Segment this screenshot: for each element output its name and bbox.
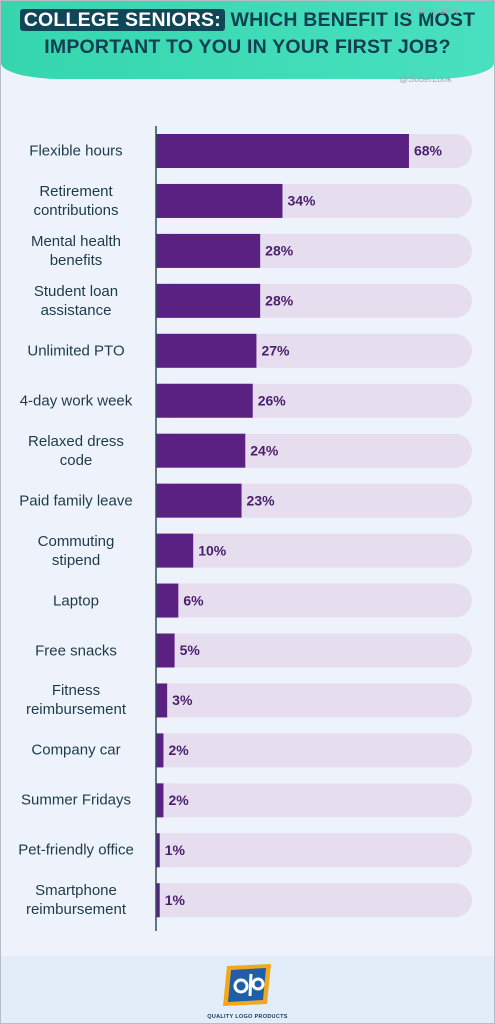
- value-label: 23%: [247, 492, 276, 508]
- bar-track: [156, 683, 472, 718]
- logo-shape: [251, 977, 265, 991]
- bar-track-fill: [156, 833, 176, 868]
- value-label: 28%: [265, 293, 294, 309]
- bar: [156, 134, 409, 168]
- brand-name: QUALITY LOGO PRODUCTS: [207, 1014, 288, 1020]
- value-label: 34%: [287, 193, 316, 209]
- bar: [156, 483, 242, 518]
- title-highlight: COLLEGE SENIORS:: [19, 9, 225, 31]
- bar-track: [156, 533, 472, 568]
- category-label: Fitness reimbursement: [25, 682, 127, 719]
- bar: [156, 583, 179, 618]
- category-label: Retirement contributions: [33, 182, 119, 219]
- bar: [156, 383, 253, 418]
- bar: [156, 883, 160, 918]
- logo: [223, 964, 271, 1006]
- bar: [156, 433, 246, 468]
- watermark: The Daily Shot: [399, 6, 459, 16]
- bar: [156, 733, 164, 768]
- bar: [156, 683, 168, 718]
- value-label: 26%: [258, 392, 287, 408]
- value-label: 2%: [168, 792, 189, 808]
- bar: [156, 633, 175, 668]
- bar: [156, 533, 194, 568]
- category-label: Student loan assistance: [33, 282, 119, 319]
- category-label: Mental health benefits: [30, 232, 122, 269]
- value-label: 2%: [168, 742, 189, 758]
- bar: [156, 833, 160, 868]
- category-label: Commuting stipend: [37, 532, 115, 569]
- bar: [156, 183, 283, 218]
- bar-track: [156, 733, 472, 768]
- value-label: 6%: [183, 592, 204, 608]
- value-label: 27%: [261, 343, 290, 359]
- value-label: 24%: [250, 442, 279, 458]
- footer: QUALITY LOGO PRODUCTS: [1, 956, 494, 1023]
- bar: [156, 783, 164, 818]
- bar: [156, 233, 261, 268]
- value-label: 10%: [198, 542, 227, 558]
- title-text: WHICH BENEFIT IS MOST IMPORTANT TO YOU I…: [44, 9, 476, 58]
- category-label: Free snacks: [35, 642, 117, 659]
- value-label: 28%: [265, 243, 294, 259]
- category-label: 4-day work week: [19, 392, 133, 410]
- bar-track: [156, 883, 472, 918]
- bar-track: [156, 833, 472, 868]
- header: COLLEGE SENIORS: WHICH BENEFIT IS MOST I…: [1, 1, 494, 79]
- value-label: 3%: [172, 692, 193, 708]
- value-label: 68%: [414, 143, 443, 159]
- category-label: Smartphone reimbursement: [25, 882, 127, 919]
- category-label: Relaxed dress code: [28, 432, 124, 469]
- chart: 68% 34% 28% 28% 27% 26% 24% 23% 10% 6% 5% 3% 2% 2% 1% 1…: [155, 126, 472, 931]
- category-label: Laptop: [53, 592, 99, 610]
- chart-title: COLLEGE SENIORS: WHICH BENEFIT IS MOST I…: [11, 7, 484, 61]
- category-label: Paid family leave: [19, 492, 133, 510]
- bar-track-fill: [156, 883, 176, 918]
- category-label: Pet-friendly office: [18, 841, 134, 859]
- bar-track: [156, 633, 472, 668]
- bar: [156, 333, 257, 368]
- category-label: Company car: [31, 741, 121, 759]
- bar-track: [156, 783, 472, 818]
- value-label: 1%: [165, 892, 186, 908]
- logo-shape: [248, 973, 253, 997]
- bar-track: [156, 583, 472, 618]
- logo-shape: [233, 978, 249, 994]
- category-label: Unlimited PTO: [27, 342, 125, 360]
- value-label: 1%: [165, 842, 186, 858]
- bar: [156, 283, 261, 318]
- category-label: Summer Fridays: [20, 791, 132, 809]
- watermark: @SoberLook: [399, 74, 452, 84]
- category-label: Flexible hours: [29, 142, 123, 160]
- value-label: 5%: [180, 642, 201, 658]
